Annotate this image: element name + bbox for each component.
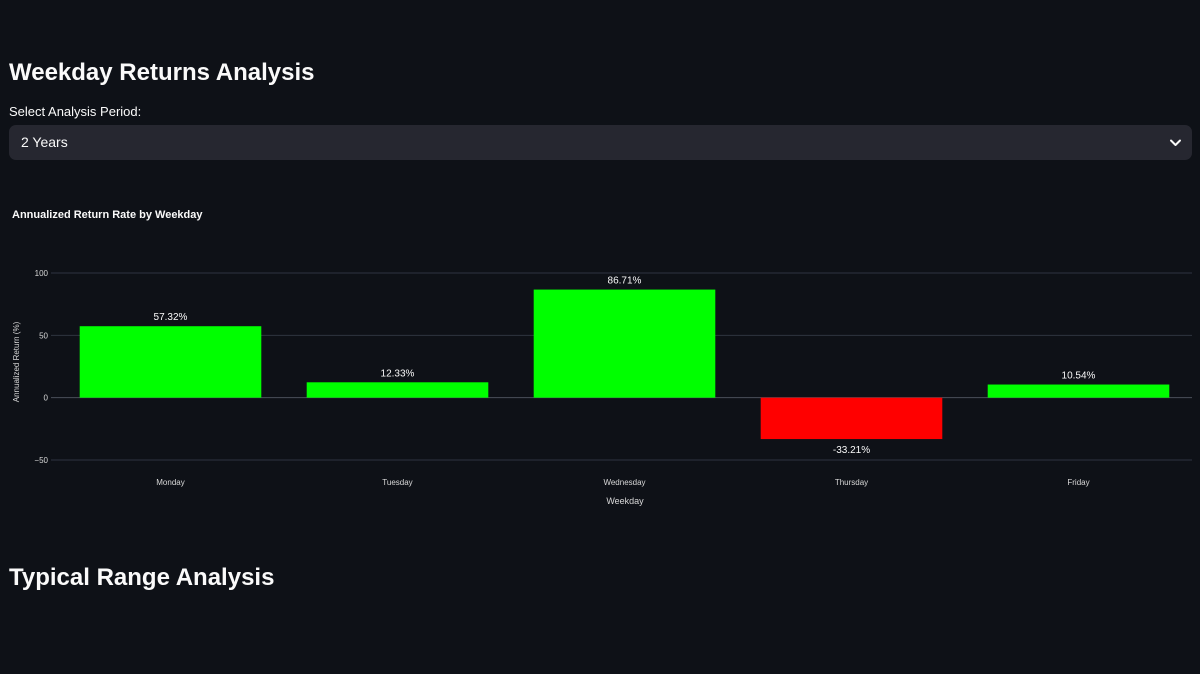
bar-thursday [760,397,943,440]
x-axis-label: Weekday [606,496,644,506]
data-label-friday: 10.54% [1062,371,1096,382]
x-tick-label: Wednesday [603,478,645,487]
bar-layer [79,289,1170,440]
chart-title: Annualized Return Rate by Weekday [12,209,203,221]
data-label-thursday: -33.21% [833,445,870,456]
y-tick-label: 0 [44,394,49,403]
page-title: Weekday Returns Analysis [9,59,315,86]
x-tick-label: Tuesday [382,478,412,487]
data-label-layer: 57.32% 12.33% 86.71% -33.21% 10.54% [154,276,1096,457]
data-label-monday: 57.32% [154,312,188,323]
data-label-wednesday: 86.71% [608,276,642,287]
bar-wednesday [533,289,716,398]
x-tick-label: Friday [1067,478,1089,487]
y-tick-label: 100 [35,269,49,278]
bar-monday [79,326,262,398]
weekday-returns-chart: Annualized Return Rate by Weekday 100 50 0… [12,209,1192,506]
chevron-down-icon [1170,139,1181,146]
period-select[interactable]: 2 Years [9,125,1192,160]
bar-tuesday [306,382,489,398]
y-tick-layer: 100 50 0 −50 [34,269,48,465]
data-label-tuesday: 12.33% [381,368,415,379]
section-title-typical-range: Typical Range Analysis [9,564,275,591]
bar-friday [987,384,1170,398]
x-tick-layer: Monday Tuesday Wednesday Thursday Friday [156,478,1089,487]
y-tick-label: −50 [34,456,48,465]
period-select-label: Select Analysis Period: [9,104,142,119]
x-tick-label: Thursday [835,478,868,487]
y-axis-label: Annualized Return (%) [12,321,21,402]
period-select-value: 2 Years [21,134,68,150]
x-tick-label: Monday [156,478,184,487]
y-tick-label: 50 [39,331,48,340]
